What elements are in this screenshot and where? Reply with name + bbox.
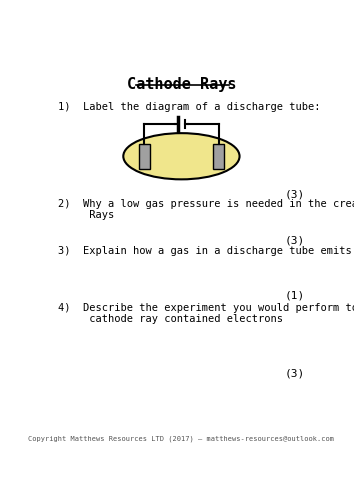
Text: Copyright Matthews Resources LTD (2017) – matthews-resources@outlook.com: Copyright Matthews Resources LTD (2017) … — [28, 436, 335, 442]
Text: (3): (3) — [284, 190, 305, 200]
Text: 4)  Describe the experiment you would perform to ascertain that a
     cathode r: 4) Describe the experiment you would per… — [58, 302, 354, 324]
Text: (3): (3) — [284, 236, 305, 246]
Text: 3)  Explain how a gas in a discharge tube emits light: 3) Explain how a gas in a discharge tube… — [58, 246, 354, 256]
Text: 2)  Why a low gas pressure is needed in the creation of Cathode
     Rays: 2) Why a low gas pressure is needed in t… — [58, 198, 354, 220]
Bar — [139, 144, 150, 169]
Text: (1): (1) — [284, 291, 305, 301]
Bar — [213, 144, 224, 169]
Text: Cathode Rays: Cathode Rays — [127, 77, 236, 92]
Text: 1)  Label the diagram of a discharge tube:: 1) Label the diagram of a discharge tube… — [58, 102, 321, 113]
Ellipse shape — [123, 133, 240, 180]
Text: (3): (3) — [284, 368, 305, 378]
